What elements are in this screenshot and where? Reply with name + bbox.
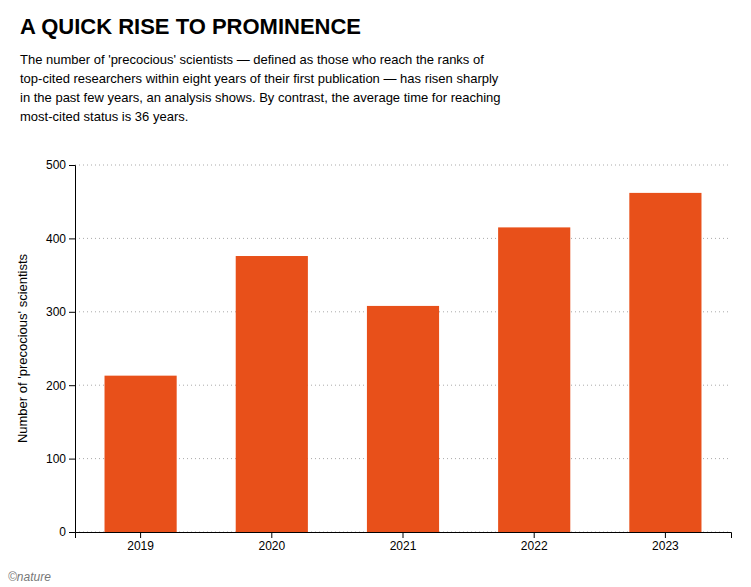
y-tick: 500 xyxy=(46,158,75,172)
subtitle-line: in the past few years, an analysis shows… xyxy=(20,90,501,105)
plot: 0 100 200 300 400 500 2019 2020 2021 2022 2023 Numb… xyxy=(15,158,732,552)
subtitle-line: most-cited status is 36 years. xyxy=(20,109,188,124)
x-axis-line xyxy=(76,533,732,539)
bars xyxy=(105,193,702,532)
chart-container: A QUICK RISE TO PROMINENCE The number of … xyxy=(0,0,751,587)
x-tick-label: 2022 xyxy=(521,539,548,553)
x-tick-mark xyxy=(534,532,535,538)
x-tick: 2019 xyxy=(127,532,154,553)
x-tick-label: 2020 xyxy=(258,539,285,553)
grid xyxy=(75,165,731,532)
y-tick: 400 xyxy=(46,232,75,246)
y-tick: 200 xyxy=(46,379,75,393)
bar xyxy=(498,227,570,532)
y-tick: 0 xyxy=(59,525,75,539)
x-tick-mark xyxy=(140,532,141,538)
bar xyxy=(105,376,177,532)
y-tick: 100 xyxy=(46,452,75,466)
y-tick-label: 0 xyxy=(59,525,66,539)
bar xyxy=(367,306,439,532)
x-tick-mark xyxy=(665,532,666,538)
y-tick-mark xyxy=(69,165,75,166)
y-tick-mark xyxy=(69,459,75,460)
subtitle-line: top-cited researchers within eight years… xyxy=(20,71,499,86)
x-axis: 2019 2020 2021 2022 2023 xyxy=(76,532,732,553)
y-tick-label: 200 xyxy=(46,379,66,393)
title: A QUICK RISE TO PROMINENCE xyxy=(20,14,361,39)
y-tick-mark xyxy=(69,312,75,313)
subtitle: The number of 'precocious' scientists — … xyxy=(20,52,501,124)
x-tick: 2023 xyxy=(652,532,679,553)
footer: ©nature xyxy=(8,570,51,584)
x-tick-label: 2019 xyxy=(127,539,154,553)
y-tick-label: 500 xyxy=(46,158,66,172)
x-tick-label: 2021 xyxy=(390,539,417,553)
y-tick-label: 300 xyxy=(46,305,66,319)
x-tick-mark xyxy=(271,532,272,538)
subtitle-line: The number of 'precocious' scientists — … xyxy=(20,52,484,67)
x-tick-label: 2023 xyxy=(652,539,679,553)
grid-line xyxy=(75,165,731,166)
y-tick-label: 100 xyxy=(46,452,66,466)
x-tick: 2021 xyxy=(390,532,417,553)
y-tick-mark xyxy=(69,238,75,239)
bar xyxy=(236,256,308,532)
y-axis-title: Number of 'precocious' scientists xyxy=(15,253,30,443)
x-tick: 2020 xyxy=(258,532,285,553)
y-tick-label: 400 xyxy=(46,232,66,246)
x-tick: 2022 xyxy=(521,532,548,553)
bar xyxy=(629,193,701,532)
y-tick-mark xyxy=(69,385,75,386)
y-tick-mark xyxy=(69,532,75,533)
y-axis-line xyxy=(69,166,76,533)
chart-svg: A QUICK RISE TO PROMINENCE The number of … xyxy=(0,0,751,587)
y-tick: 300 xyxy=(46,305,75,319)
x-tick-mark xyxy=(403,532,404,538)
y-axis: 0 100 200 300 400 500 xyxy=(46,158,76,539)
